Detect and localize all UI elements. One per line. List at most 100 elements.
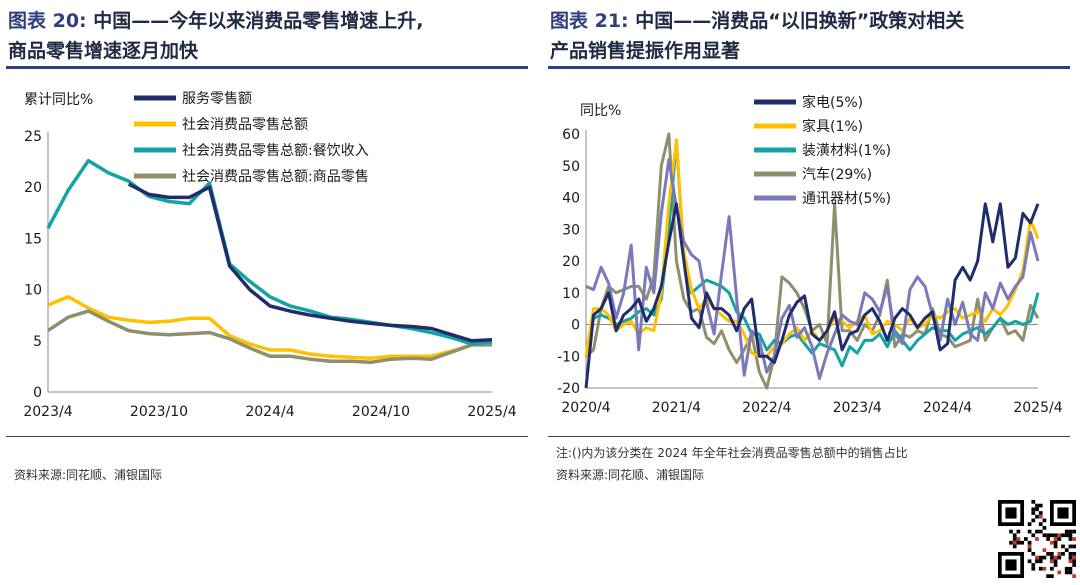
qr-module	[1042, 566, 1047, 571]
qr-module	[1016, 529, 1021, 534]
qr-module	[1027, 544, 1032, 549]
legend-label-1: 家具(1%)	[802, 118, 863, 135]
qr-module	[1072, 552, 1076, 556]
qr-module	[1035, 529, 1039, 534]
qr-module	[1053, 537, 1058, 541]
y-tick-label: 10	[24, 283, 42, 299]
series-line-3	[47, 309, 492, 365]
qr-module	[1064, 570, 1069, 575]
series-line-1	[47, 295, 493, 360]
qr-module	[1057, 537, 1062, 541]
qr-module	[1012, 544, 1017, 549]
qr-module	[1042, 526, 1047, 530]
qr-module	[1027, 540, 1032, 545]
qr-module	[1035, 537, 1039, 541]
qr-module	[1050, 555, 1054, 560]
qr-module	[1027, 529, 1032, 534]
series-line-0	[584, 202, 1040, 389]
right-title-line1: 中国——消费品“以旧换新”政策对相关	[635, 10, 965, 32]
qr-module	[1064, 566, 1069, 571]
qr-module	[1027, 559, 1032, 564]
qr-module	[1068, 537, 1073, 541]
y-tick-label: 50	[562, 159, 580, 175]
series-line-0	[127, 182, 493, 343]
qr-module	[1046, 533, 1050, 538]
qr-module	[1068, 533, 1073, 538]
x-tick-label: 2025/4	[467, 404, 516, 420]
y-tick-label: 25	[24, 129, 42, 145]
qr-module	[1031, 552, 1036, 556]
qr-module	[1016, 540, 1021, 545]
qr-module	[1038, 529, 1043, 534]
qr-module	[1038, 503, 1043, 508]
qr-module	[1027, 522, 1032, 526]
qr-module	[1046, 537, 1050, 541]
y-tick-label: -20	[557, 381, 580, 397]
y-tick-label: 30	[562, 222, 580, 238]
qr-module	[1050, 559, 1054, 564]
qr-module	[1068, 552, 1073, 556]
legend-label-0: 服务零售额	[182, 91, 252, 107]
right-title-line2: 产品销售提振作用显著	[550, 40, 741, 62]
left-line-chart: 0 5 10 15 20 25 累计同比% 2023/4 2023/10 2024/4 2024/1…	[23, 91, 516, 420]
qr-module	[1061, 533, 1065, 538]
y-tick-label: 10	[562, 286, 580, 302]
qr-module	[1042, 555, 1047, 560]
qr-module	[1072, 559, 1076, 564]
series-line-4	[585, 157, 1040, 380]
qr-module	[1057, 533, 1062, 538]
qr-module	[1068, 570, 1073, 575]
legend-label-2: 社会消费品零售总额:餐饮收入	[182, 143, 369, 159]
y-axis-title: 同比%	[580, 103, 621, 119]
series-line-2	[46, 158, 493, 346]
qr-finder	[1057, 507, 1069, 519]
x-tick-label: 2022/4	[742, 400, 791, 416]
qr-module	[1031, 500, 1036, 504]
qr-module	[1027, 548, 1032, 552]
qr-module	[1038, 522, 1043, 526]
qr-module	[1057, 552, 1062, 556]
right-figure-title: 图表 21: 中国——消费品“以旧换新”政策对相关 产品销售提振作用显著	[550, 6, 1070, 66]
qr-module	[1072, 529, 1076, 534]
qr-module	[1024, 537, 1028, 541]
qr-module	[1031, 518, 1036, 523]
x-tick-label: 2023/4	[23, 404, 72, 420]
qr-module	[1038, 514, 1043, 519]
qr-module	[1050, 566, 1054, 571]
qr-module	[1061, 544, 1065, 549]
qr-module	[1035, 507, 1039, 512]
qr-module	[1068, 555, 1073, 560]
y-tick-label: 5	[33, 334, 42, 350]
qr-module	[1050, 533, 1054, 538]
qr-module	[1038, 559, 1043, 564]
qr-module	[1072, 574, 1076, 578]
qr-module	[1064, 533, 1069, 538]
qr-module	[1035, 555, 1039, 560]
qr-module	[1031, 533, 1036, 538]
qr-module	[1064, 548, 1069, 552]
legend-label-3: 汽车(29%)	[802, 166, 872, 183]
qr-module	[1035, 559, 1039, 564]
qr-module	[1057, 570, 1062, 575]
legend-label-2: 装潢材料(1%)	[802, 143, 891, 159]
left-figure-title: 图表 20: 中国——今年以来消费品零售增速上升, 商品零售增速逐月加快	[8, 6, 528, 66]
qr-module	[1050, 574, 1054, 578]
right-footer-rule	[548, 436, 1070, 437]
qr-module	[1016, 537, 1021, 541]
left-source: 资料来源:同花顺、浦银国际	[14, 468, 163, 482]
qr-module	[1064, 529, 1069, 534]
legend-label-0: 家电(5%)	[802, 94, 863, 111]
x-tick-label: 2024/4	[245, 404, 294, 420]
left-title-line1: 中国——今年以来消费品零售增速上升,	[93, 10, 424, 32]
qr-module	[1068, 566, 1073, 571]
y-tick-label: 0	[33, 385, 42, 401]
qr-module	[1042, 518, 1047, 523]
x-tick-label: 2024/4	[923, 400, 972, 416]
qr-module	[1057, 555, 1062, 560]
y-tick-label: 0	[571, 318, 580, 334]
qr-finder	[1005, 507, 1017, 519]
qr-module	[1053, 533, 1058, 538]
qr-module	[1031, 566, 1036, 571]
qr-module	[1046, 574, 1050, 578]
